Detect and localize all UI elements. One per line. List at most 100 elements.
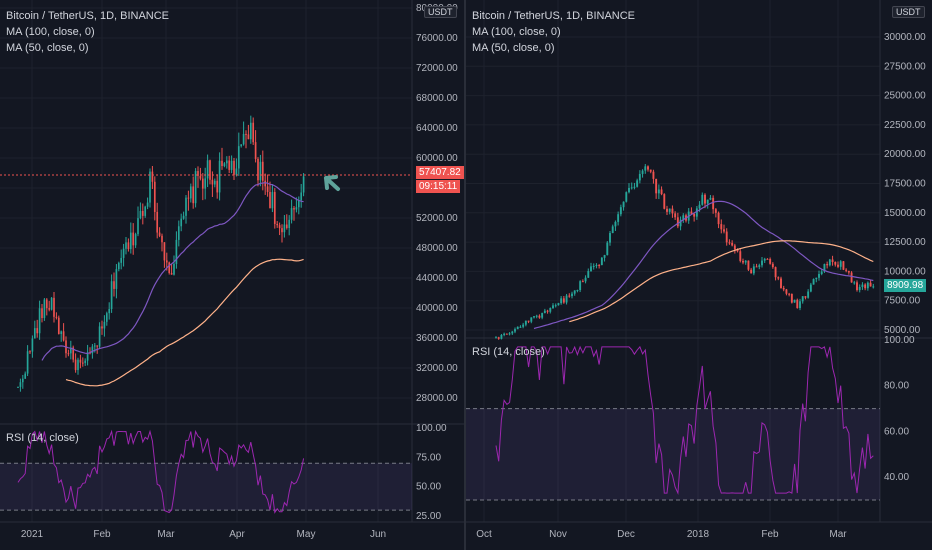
rsi-axis-label: 100.00 bbox=[416, 423, 447, 434]
annotation-arrow-icon[interactable] bbox=[324, 175, 340, 191]
candle-body bbox=[276, 223, 279, 226]
candle-body bbox=[26, 351, 29, 374]
candle-body bbox=[725, 231, 728, 243]
left-rsi-label[interactable]: RSI (14, close) bbox=[6, 432, 79, 444]
candle-body bbox=[736, 249, 739, 252]
candle-body bbox=[546, 310, 549, 312]
left-symbol-title[interactable]: Bitcoin / TetherUS, 1D, BINANCE bbox=[6, 10, 170, 22]
candle-body bbox=[850, 272, 853, 283]
price-axis-label: 44000.00 bbox=[416, 273, 458, 284]
candle-body bbox=[657, 189, 660, 194]
candle-body bbox=[43, 299, 46, 319]
candle-body bbox=[872, 286, 875, 288]
candle-body bbox=[584, 277, 587, 282]
candle-body bbox=[139, 210, 142, 219]
candle-body bbox=[815, 277, 818, 280]
candle-body bbox=[758, 265, 761, 267]
candle-body bbox=[581, 281, 584, 283]
right-chart-canvas[interactable]: 30000.00 27500.00 25000.00 22500.00 20000.00… bbox=[466, 0, 932, 550]
candle-body bbox=[837, 264, 839, 267]
candle-body bbox=[38, 308, 41, 334]
candle-body bbox=[533, 316, 535, 318]
left-ma50-label[interactable]: MA (50, close, 0) bbox=[6, 42, 89, 54]
candle-body bbox=[820, 271, 823, 275]
candle-body bbox=[660, 189, 663, 195]
right-ma100-label[interactable]: MA (100, close, 0) bbox=[472, 26, 561, 38]
candle-body bbox=[132, 232, 135, 246]
candle-body bbox=[180, 218, 183, 227]
candle-body bbox=[199, 175, 202, 179]
candle-body bbox=[300, 192, 303, 201]
time-axis-label: Nov bbox=[549, 529, 567, 540]
candle-body bbox=[519, 326, 522, 328]
candle-body bbox=[93, 345, 96, 347]
candle-body bbox=[74, 359, 77, 371]
candle-body bbox=[698, 204, 701, 209]
candle-body bbox=[755, 266, 758, 268]
candle-body bbox=[812, 279, 815, 285]
candle-body bbox=[818, 274, 820, 278]
time-axis-label: Jun bbox=[370, 529, 386, 540]
left-chart-canvas[interactable]: 80000.0076000.0072000.0068000.0064000.00… bbox=[0, 0, 464, 550]
right-currency-badge[interactable]: USDT bbox=[892, 6, 925, 18]
candle-body bbox=[113, 281, 115, 289]
candle-body bbox=[144, 206, 147, 216]
candle-body bbox=[153, 181, 156, 212]
candle-body bbox=[788, 293, 791, 295]
right-chart-panel[interactable]: 30000.00 27500.00 25000.00 22500.00 20000.00… bbox=[466, 0, 932, 550]
candle-body bbox=[847, 270, 850, 273]
candle-body bbox=[497, 337, 500, 339]
left-currency-badge[interactable]: USDT bbox=[424, 6, 457, 18]
candle-body bbox=[766, 258, 769, 260]
right-symbol-title[interactable]: Bitcoin / TetherUS, 1D, BINANCE bbox=[472, 10, 636, 22]
candle-body bbox=[151, 171, 154, 182]
candle-body bbox=[576, 290, 579, 292]
price-axis-label: 76000.00 bbox=[416, 33, 458, 44]
candle-body bbox=[120, 257, 123, 263]
time-axis-label: 2018 bbox=[687, 529, 710, 540]
candle-body bbox=[742, 260, 744, 263]
candle-body bbox=[269, 192, 271, 209]
price-axis-label: 52000.00 bbox=[416, 213, 458, 224]
left-chart-panel[interactable]: 80000.0076000.0072000.0068000.0064000.00… bbox=[0, 0, 464, 550]
candle-body bbox=[573, 290, 576, 294]
candle-body bbox=[690, 211, 693, 214]
price-axis-label: 72000.00 bbox=[416, 63, 458, 74]
right-ma50-label[interactable]: MA (50, close, 0) bbox=[472, 42, 555, 54]
candle-body bbox=[19, 382, 22, 387]
candle-body bbox=[747, 260, 750, 270]
candle-body bbox=[712, 197, 715, 210]
price-axis-label: 27500.00 bbox=[884, 61, 926, 72]
candle-body bbox=[168, 262, 171, 273]
candle-body bbox=[538, 315, 541, 318]
candle-body bbox=[709, 197, 712, 200]
left-ma100-label[interactable]: MA (100, close, 0) bbox=[6, 26, 95, 38]
right-rsi-label[interactable]: RSI (14, close) bbox=[472, 346, 545, 358]
price-axis-label: 22500.00 bbox=[884, 120, 926, 131]
panel-divider[interactable] bbox=[464, 0, 466, 550]
candle-body bbox=[505, 333, 508, 335]
rsi-axis-label: 80.00 bbox=[884, 381, 909, 392]
candle-body bbox=[733, 245, 736, 250]
candle-body bbox=[560, 298, 563, 304]
price-axis-label: 68000.00 bbox=[416, 93, 458, 104]
ma100-line bbox=[569, 240, 874, 323]
candle-body bbox=[122, 248, 125, 258]
candle-body bbox=[108, 309, 111, 314]
candle-body bbox=[259, 161, 262, 181]
candle-body bbox=[796, 299, 799, 309]
candle-body bbox=[780, 278, 782, 288]
candle-body bbox=[288, 219, 291, 229]
time-axis-label: May bbox=[297, 529, 316, 540]
price-axis-label: 5000.00 bbox=[884, 325, 921, 336]
candle-body bbox=[777, 277, 780, 279]
candle-body bbox=[603, 255, 606, 258]
candle-body bbox=[283, 224, 286, 233]
candle-body bbox=[606, 242, 609, 256]
candle-body bbox=[543, 310, 546, 314]
candle-body bbox=[579, 281, 582, 291]
candle-body bbox=[67, 353, 70, 355]
price-axis-label: 30000.00 bbox=[884, 32, 926, 43]
candle-body bbox=[562, 298, 565, 303]
candle-body bbox=[676, 217, 679, 227]
